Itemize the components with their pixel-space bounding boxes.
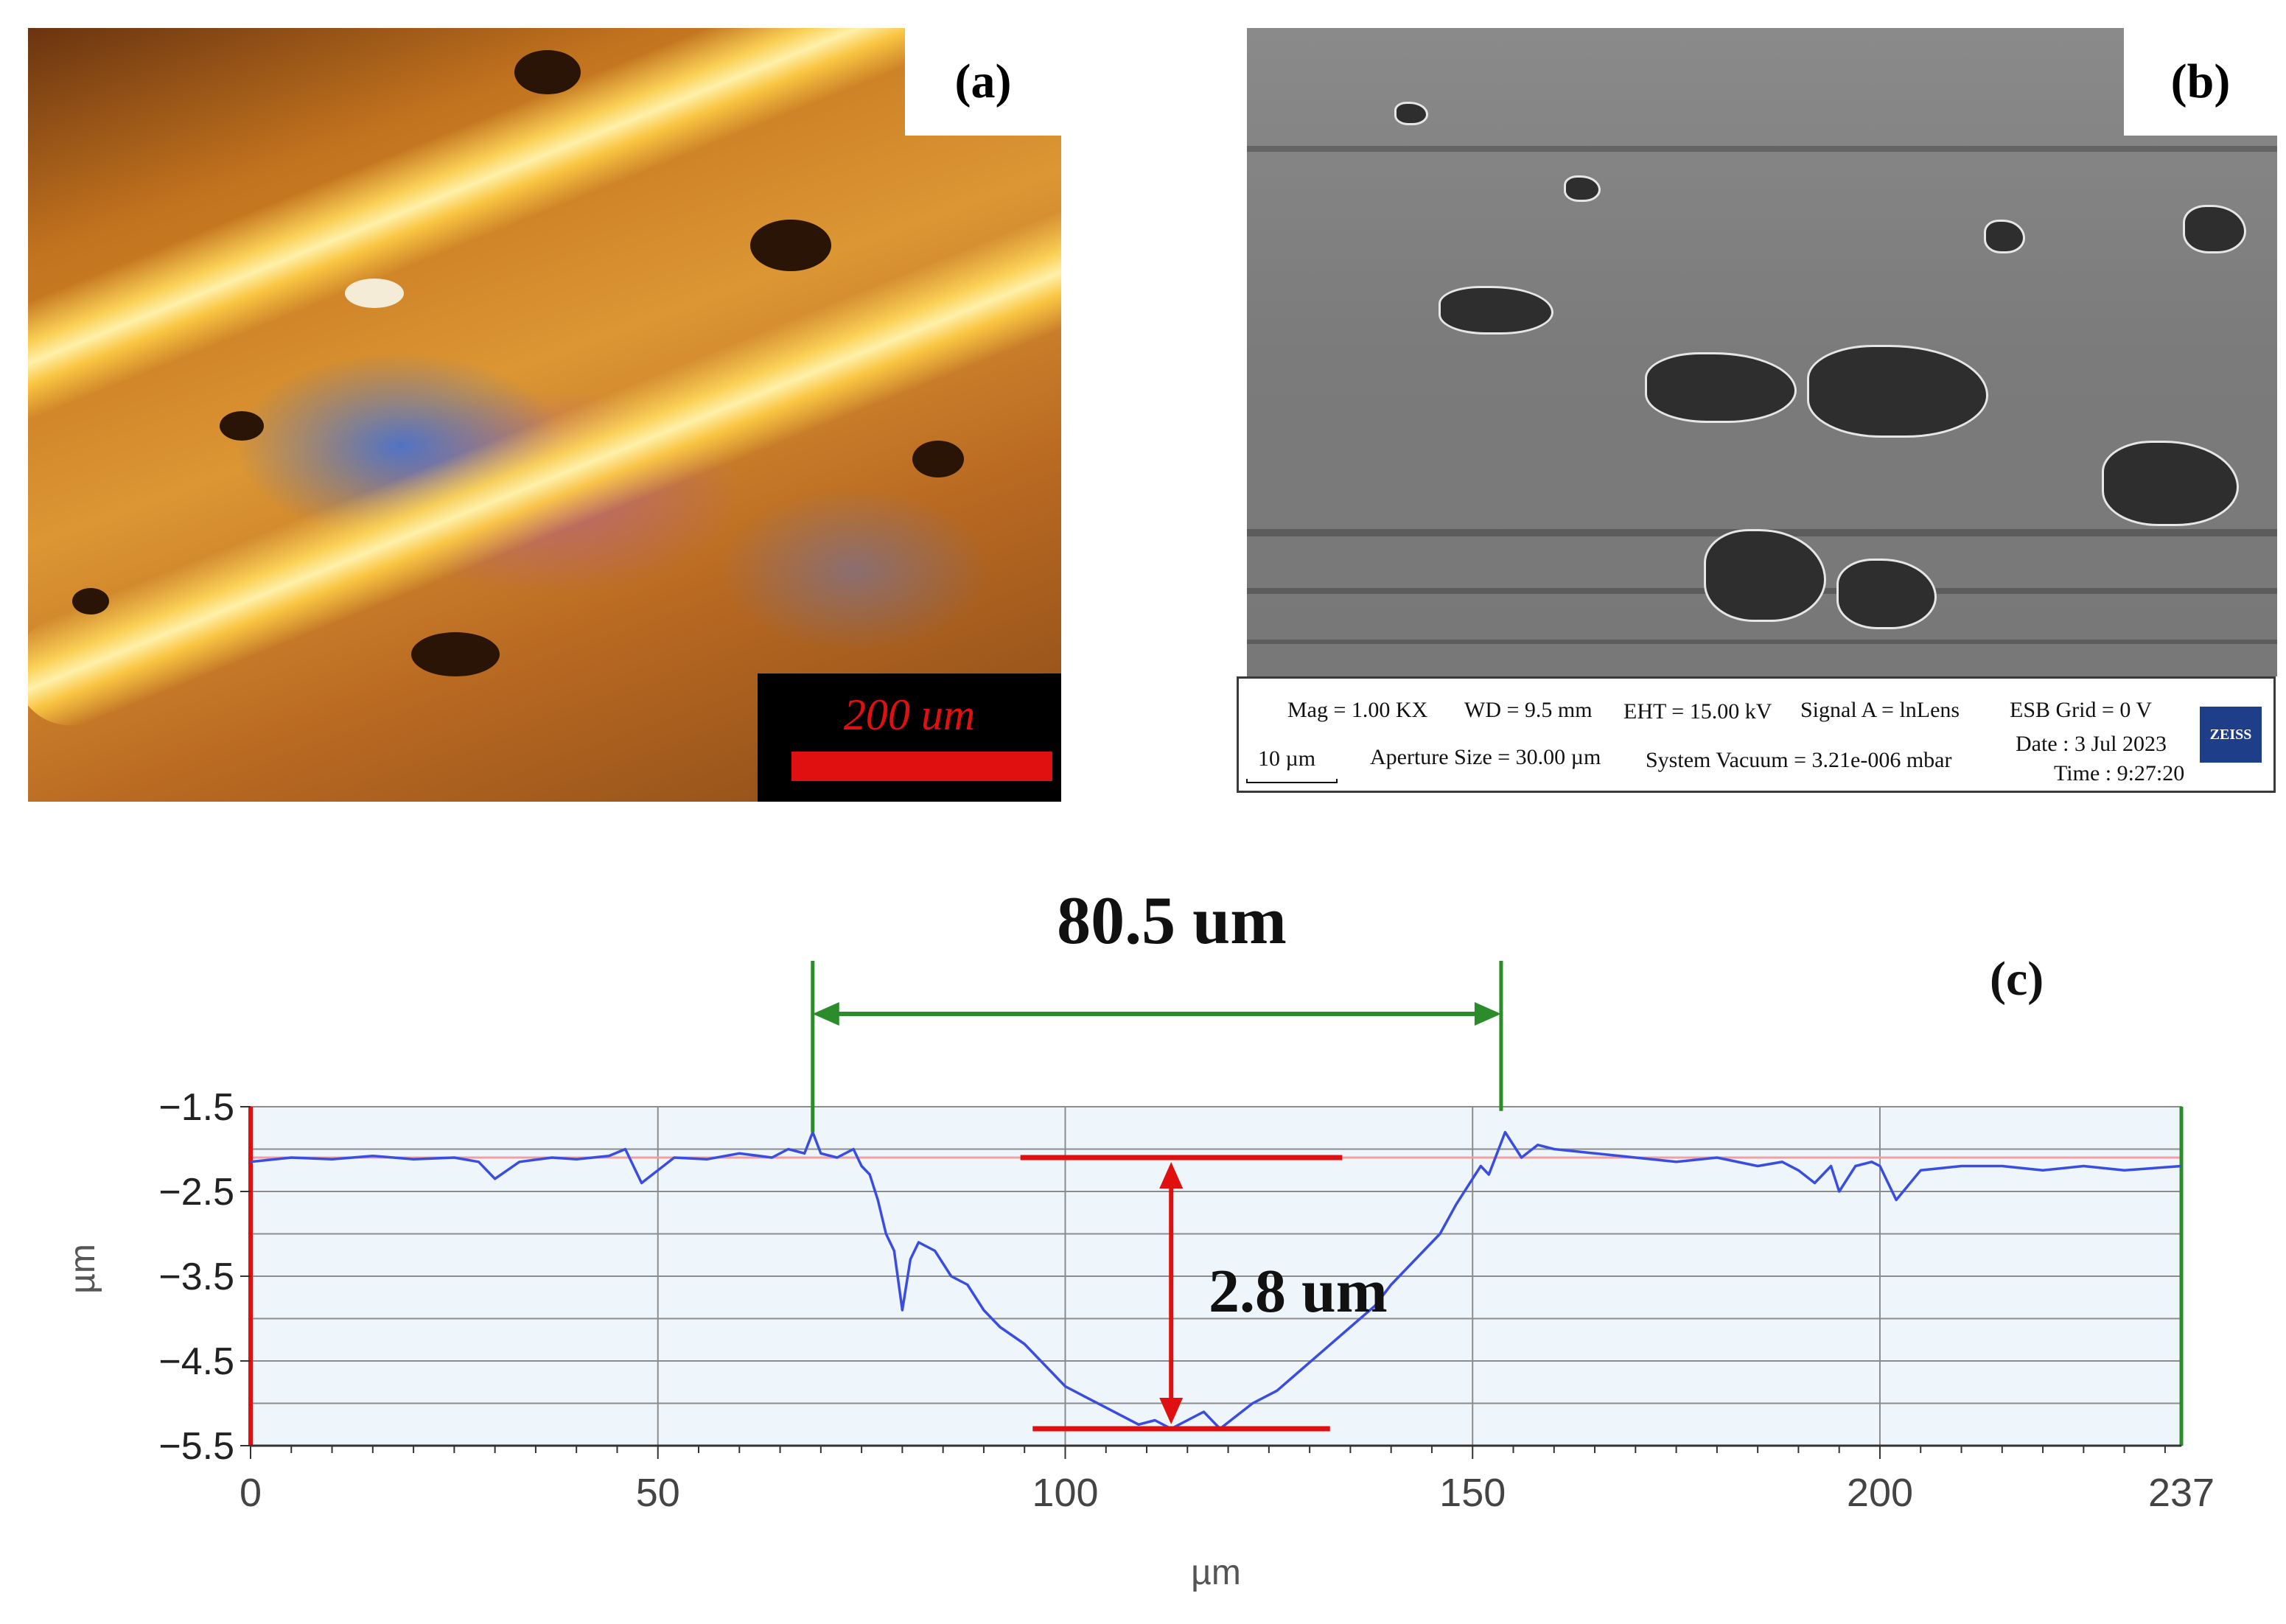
sem-aperture: Aperture Size = 30.00 µm <box>1370 745 1601 769</box>
panel-label-c: (c) <box>1990 952 2044 1006</box>
panel-label-a: (a) <box>905 28 1061 136</box>
optical-micrograph: (a) 200 um <box>28 28 1061 802</box>
pore <box>1645 352 1797 423</box>
sem-scale-bar <box>1246 779 1338 783</box>
x-tick-label: 200 <box>1847 1471 1913 1515</box>
dark-pit <box>411 632 500 676</box>
sem-signal: Signal A = lnLens <box>1800 698 1960 722</box>
sem-mag: Mag = 1.00 KX <box>1287 698 1428 722</box>
scale-bar <box>791 752 1052 781</box>
depth-annotation-label: 2.8 um <box>1209 1257 1388 1326</box>
series <box>250 1130 2182 1430</box>
profile-chart-panel: 0 50 100 150 200 237 −1.5 −2.5 −3.5 −4.5 −5.5 µm µ… <box>0 840 2286 1621</box>
dark-pit <box>72 588 109 615</box>
scale-bar-box: 200 um <box>758 673 1061 802</box>
pore <box>1564 175 1601 202</box>
pore <box>1439 286 1553 335</box>
width-arrowhead-left <box>812 1002 839 1026</box>
dark-pit <box>220 411 264 441</box>
y-tick-label: −3.5 <box>158 1256 234 1298</box>
pore <box>1704 529 1826 622</box>
y-tick-label: −4.5 <box>158 1340 234 1383</box>
sem-date: Date : 3 Jul 2023 <box>2016 732 2167 756</box>
y-tick-label: −5.5 <box>158 1425 234 1468</box>
sem-scale-label: 10 µm <box>1258 746 1316 771</box>
zeiss-logo-text: ZEISS <box>2209 726 2252 743</box>
width-annotation-label: 80.5 um <box>1057 883 1287 958</box>
zeiss-logo: ZEISS <box>2200 707 2262 763</box>
y-tick-label: −2.5 <box>158 1171 234 1214</box>
panel-label-b-text: (b) <box>2170 55 2231 108</box>
sem-vacuum: System Vacuum = 3.21e-006 mbar <box>1646 748 1952 772</box>
polish-streak <box>1247 640 2277 644</box>
axes: 0 50 100 150 200 237 −1.5 −2.5 −3.5 −4.5 −5.5 <box>158 1086 2215 1515</box>
dark-pit <box>912 441 964 477</box>
width-arrowhead-right <box>1474 1002 1501 1026</box>
sem-esb: ESB Grid = 0 V <box>2010 698 2153 722</box>
pore <box>1836 559 1937 629</box>
depth-arrowhead-bottom <box>1159 1398 1184 1424</box>
y-axis-label: µm <box>63 1244 102 1294</box>
sem-wd: WD = 9.5 mm <box>1464 698 1593 722</box>
annotations <box>811 961 1503 1432</box>
x-tick-label: 0 <box>240 1471 262 1515</box>
panel-label-b: (b) <box>2124 28 2277 136</box>
sem-info-bar: Mag = 1.00 KX WD = 9.5 mm EHT = 15.00 kV… <box>1237 676 2276 793</box>
sem-eht: EHT = 15.00 kV <box>1623 699 1772 724</box>
x-tick-label: 50 <box>636 1471 680 1515</box>
dark-pit <box>750 220 831 271</box>
x-tick-label: 100 <box>1032 1471 1098 1515</box>
y-tick-label: −1.5 <box>158 1086 234 1129</box>
pore <box>2102 441 2239 526</box>
sem-micrograph: (b) <box>1247 28 2277 676</box>
polish-streak <box>1247 146 2277 152</box>
x-axis-label: µm <box>1191 1553 1241 1592</box>
profile-line <box>250 1130 2182 1430</box>
depth-arrowhead-top <box>1159 1162 1184 1189</box>
profile-chart: 0 50 100 150 200 237 −1.5 −2.5 −3.5 −4.5 −5.5 µm µ… <box>63 883 2215 1592</box>
dark-pit <box>514 50 581 94</box>
pore <box>1394 102 1428 125</box>
panel-label-a-text: (a) <box>954 55 1012 108</box>
dark-pit <box>345 279 404 308</box>
x-tick-label: 237 <box>2148 1471 2215 1515</box>
pore <box>2183 205 2246 253</box>
x-tick-label: 150 <box>1439 1471 1506 1515</box>
scale-bar-label: 200 um <box>843 690 976 739</box>
pore <box>1807 345 1988 438</box>
sem-time: Time : 9:27:20 <box>2054 761 2185 785</box>
pore <box>1984 220 2025 253</box>
